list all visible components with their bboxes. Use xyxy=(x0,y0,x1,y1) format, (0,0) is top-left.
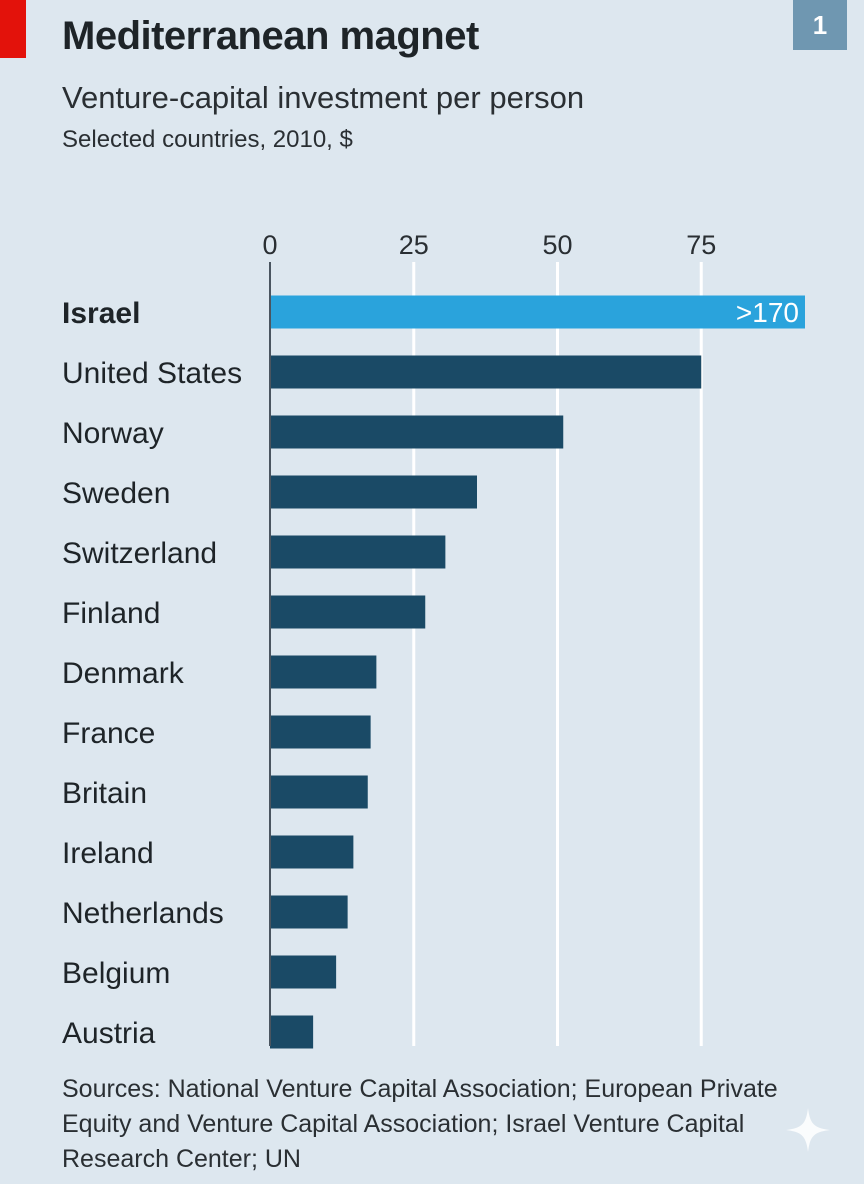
chart-title: Mediterranean magnet xyxy=(62,14,479,58)
category-label-france: France xyxy=(62,717,155,750)
category-label-finland: Finland xyxy=(62,597,160,630)
bar-united-states xyxy=(270,355,702,389)
bar-switzerland xyxy=(270,535,446,569)
bar-france xyxy=(270,715,371,749)
data-label-israel: >170 xyxy=(736,297,799,328)
category-label-belgium: Belgium xyxy=(62,957,170,990)
bar-netherlands xyxy=(270,895,348,929)
bar-denmark xyxy=(270,655,377,689)
category-label-netherlands: Netherlands xyxy=(62,897,224,930)
category-label-austria: Austria xyxy=(62,1017,156,1050)
chart-subtitle: Venture-capital investment per person xyxy=(62,80,585,115)
category-label-britain: Britain xyxy=(62,777,147,810)
category-label-israel: Israel xyxy=(62,297,140,330)
bar-israel xyxy=(270,295,805,329)
chart-number-badge: 1 xyxy=(793,0,847,50)
bar-finland xyxy=(270,595,426,629)
source-note: Sources: National Venture Capital Associ… xyxy=(62,1075,778,1173)
category-label-norway: Norway xyxy=(62,417,164,450)
x-tick-label-75: 75 xyxy=(686,230,716,260)
x-tick-label-50: 50 xyxy=(542,230,572,260)
bar-sweden xyxy=(270,475,477,509)
category-label-united-states: United States xyxy=(62,357,242,390)
category-label-denmark: Denmark xyxy=(62,657,185,690)
x-tick-label-0: 0 xyxy=(262,230,277,260)
category-label-ireland: Ireland xyxy=(62,837,154,870)
sparkle-icon xyxy=(786,1108,830,1152)
bar-ireland xyxy=(270,835,354,869)
brand-red-tab xyxy=(0,0,26,58)
bar-belgium xyxy=(270,955,337,989)
bar-britain xyxy=(270,775,368,809)
x-tick-label-25: 25 xyxy=(399,230,429,260)
category-label-switzerland: Switzerland xyxy=(62,537,217,570)
chart-units-note: Selected countries, 2010, $ xyxy=(62,126,353,153)
bar-norway xyxy=(270,415,564,449)
bar-austria xyxy=(270,1015,314,1049)
category-label-sweden: Sweden xyxy=(62,477,170,510)
